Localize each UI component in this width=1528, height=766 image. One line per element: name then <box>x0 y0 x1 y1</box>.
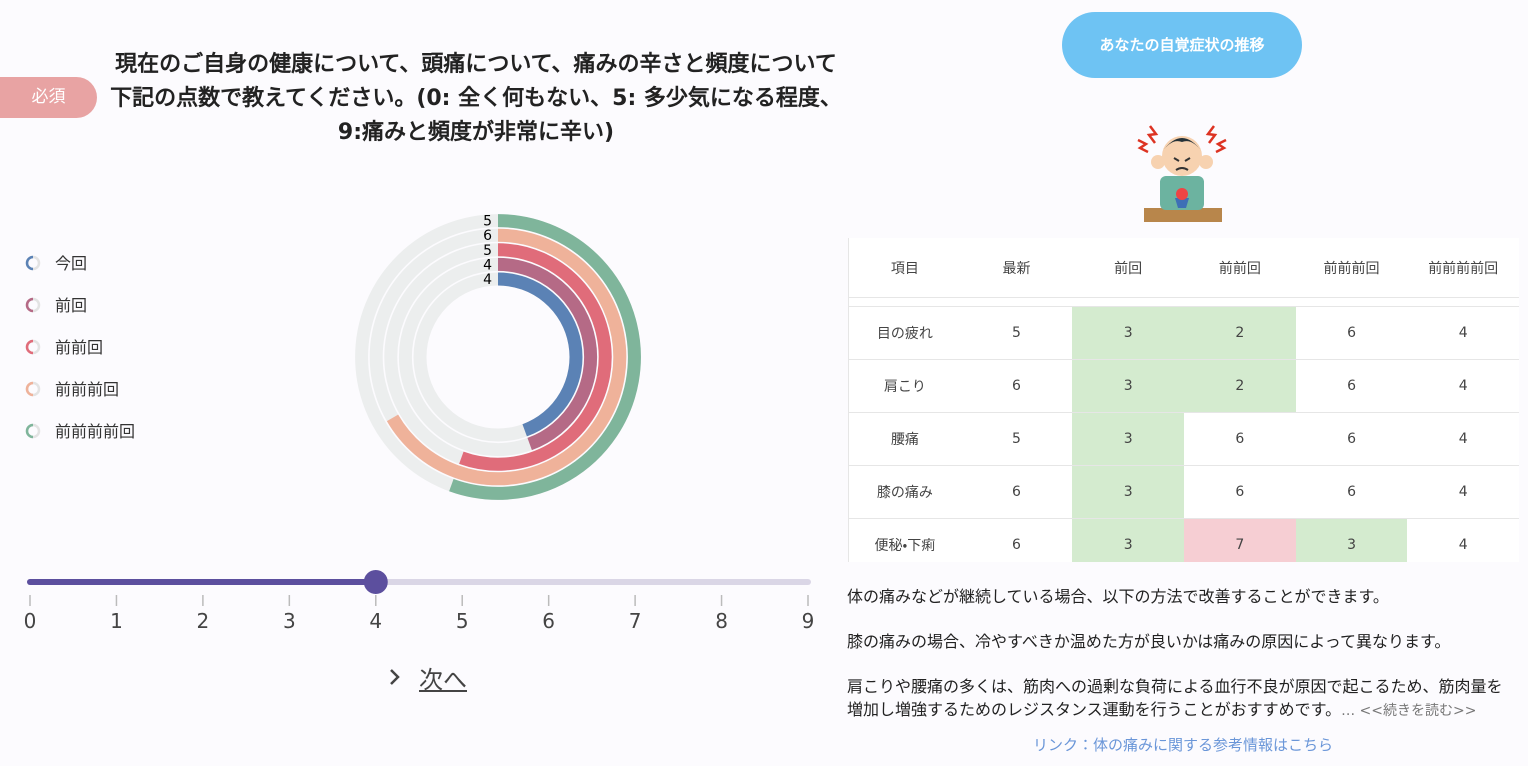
legend-icon <box>25 297 34 313</box>
header-gap <box>849 298 1519 307</box>
slider-tick-label: 5 <box>456 609 469 633</box>
value-cell: 4 <box>1458 431 1468 447</box>
ring-label: 5 <box>483 214 492 230</box>
table-row: 便秘・下痢 6 3 7 3 4 <box>849 519 1519 562</box>
slider-tick-label: 4 <box>369 609 382 633</box>
slider-tick-label: 2 <box>197 609 210 633</box>
item-cell: 便秘・下痢 <box>874 538 936 554</box>
legend-icon <box>25 423 34 439</box>
value-cell: 6 <box>1012 537 1021 553</box>
value-cell: 4 <box>1458 484 1468 500</box>
slider-tick-label: 6 <box>542 609 555 633</box>
ring-bar <box>497 272 583 437</box>
value-cell: 5 <box>1012 325 1021 341</box>
value-cell: 6 <box>1235 431 1245 447</box>
value-cell: 4 <box>1458 378 1468 394</box>
read-more[interactable]: … <<続きを読む>> <box>1341 703 1477 719</box>
value-cell: 6 <box>1347 484 1356 500</box>
header-cell: 項目 <box>890 260 919 277</box>
ring-bar <box>497 257 598 451</box>
ring-label: 5 <box>483 243 492 259</box>
slider-tick-label: 9 <box>802 609 815 633</box>
ring-bar <box>449 214 641 500</box>
table: 項目 最新 前回 前前回 前前前回 前前前前回 目の疲れ 5 3 2 6 4 肩こり 6 3 2 6 4 腰痛 5 3 6… <box>848 238 1519 562</box>
value-cell: 3 <box>1072 413 1185 465</box>
slider-thumb[interactable] <box>363 570 388 594</box>
header-cell: 前回 <box>1114 260 1143 277</box>
item-cell: 腰痛 <box>890 432 919 448</box>
legend-label[interactable]: 前前前回 <box>55 380 119 399</box>
value-cell: 3 <box>1295 519 1408 562</box>
ring-bar <box>459 243 612 471</box>
value-cell: 6 <box>1235 484 1245 500</box>
value-cell: 3 <box>1072 307 1185 359</box>
value-cell: 5 <box>1012 431 1021 447</box>
table-row: 目の疲れ 5 3 2 6 4 <box>849 307 1519 360</box>
required-badge: 必須 <box>0 77 97 118</box>
headache-illustration <box>1137 125 1227 222</box>
advice: 体の痛みなどが継続している場合、以下の方法で改善することができます。膝の痛みの場… <box>847 585 1517 745</box>
ring-label: 6 <box>483 228 492 244</box>
legend-icon <box>25 381 34 397</box>
paragraph: 体の痛みなどが継続している場合、以下の方法で改善することができます。 <box>847 587 1389 606</box>
slider-tick-label: 0 <box>24 609 37 633</box>
header-cell: 前前前回 <box>1323 260 1380 277</box>
value-cell: 4 <box>1458 325 1468 341</box>
ring-label: 4 <box>483 272 492 288</box>
value-cell: 3 <box>1072 466 1185 518</box>
legend-label[interactable]: 前回 <box>55 296 87 315</box>
value-cell: 3 <box>1072 519 1185 562</box>
value-cell: 6 <box>1347 378 1356 394</box>
next-button[interactable]: 次へ <box>419 666 467 694</box>
legend-label[interactable]: 今回 <box>55 254 87 273</box>
value-cell: 6 <box>1347 431 1356 447</box>
value-cell: 6 <box>1347 325 1356 341</box>
question: 現在のご自身の健康について、頭痛について、痛みの辛さと頻度について下記の点数で教… <box>110 52 842 145</box>
legend-label[interactable]: 前前前前回 <box>55 422 135 441</box>
value-cell: 2 <box>1184 307 1296 359</box>
value-cell: 4 <box>1458 537 1468 553</box>
table-row: 膝の痛み 6 3 6 6 4 <box>849 466 1519 519</box>
slider-tick-label: 7 <box>629 609 642 633</box>
table-header: 項目 最新 前回 前前回 前前前回 前前前前回 <box>849 238 1519 298</box>
item-cell: 肩こり <box>883 379 926 395</box>
item-cell: 目の疲れ <box>876 326 933 342</box>
header-cell: 前前回 <box>1218 260 1261 277</box>
legend-icon <box>25 339 34 355</box>
header-cell: 前前前前回 <box>1428 260 1499 277</box>
legend-icon <box>25 255 34 271</box>
reference-link[interactable]: リンク：体の痛みに関する参考情報はこちら <box>1032 736 1333 754</box>
table-row: 肩こり 6 3 2 6 4 <box>849 360 1519 413</box>
slider-tick-label: 3 <box>283 609 296 633</box>
slider-tick-label: 1 <box>110 609 123 633</box>
table-row: 腰痛 5 3 6 6 4 <box>849 413 1519 466</box>
chart: 4 今回 4 前回 5 前前回 6 前前前回 5 前前前前回 <box>25 214 641 500</box>
item-cell: 膝の痛み <box>876 485 933 501</box>
value-cell: 6 <box>1012 378 1021 394</box>
value-cell: 6 <box>1012 484 1021 500</box>
value-cell: 3 <box>1072 360 1185 412</box>
paragraph: 膝の痛みの場合、冷やすべきか温めた方が良いかは痛みの原因によって異なります。 <box>847 632 1451 651</box>
value-cell: 2 <box>1184 360 1296 412</box>
chevron <box>390 669 400 685</box>
slider: 0 1 2 3 4 5 6 7 8 9 <box>24 570 815 633</box>
value-cell: 7 <box>1184 519 1296 562</box>
ring-label: 4 <box>483 257 492 273</box>
trend-button[interactable]: あなたの自覚症状の推移 <box>1062 12 1302 78</box>
ring-bar <box>386 228 627 486</box>
paragraph: 肩こりや腰痛の多くは、筋肉への過剰な負荷による血行不良が原因で起こるため、筋肉量… <box>847 677 1503 719</box>
slider-tick-label: 8 <box>715 609 728 633</box>
legend-label[interactable]: 前前回 <box>55 338 103 357</box>
header-cell: 最新 <box>1002 260 1031 277</box>
